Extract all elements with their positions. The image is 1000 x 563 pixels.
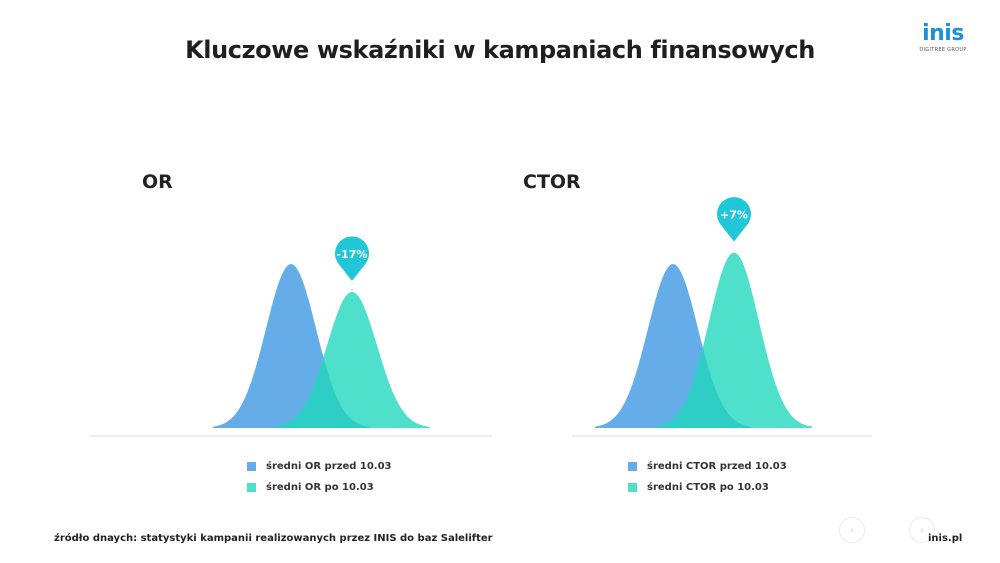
logo-text: inis [922, 21, 964, 46]
footer-link[interactable]: inis.pl [928, 533, 963, 544]
legend-swatch-after [628, 483, 637, 492]
legend-item-ctor-after: średni CTOR po 10.03 [628, 477, 787, 498]
legend-swatch-before [247, 462, 256, 471]
chart-or: -17% [90, 236, 492, 437]
change-badge: -17% [335, 236, 369, 281]
legend-item-or-after: średni OR po 10.03 [247, 477, 392, 498]
chart-ctor: +7% [572, 197, 872, 437]
next-slide-button[interactable]: › [909, 517, 935, 543]
change-badge-label: +7% [720, 209, 748, 222]
legend-ctor: średni CTOR przed 10.03 średni CTOR po 1… [628, 456, 787, 498]
prev-slide-button[interactable]: ‹ [839, 517, 865, 543]
legend-item-ctor-before: średni CTOR przed 10.03 [628, 456, 787, 477]
source-note: źródło dnaych: statystyki kampanii reali… [54, 533, 493, 544]
chevron-right-icon: › [919, 523, 925, 537]
legend-label: średni CTOR przed 10.03 [647, 461, 787, 472]
logo-subtext: DIGITREE GROUP [919, 47, 967, 53]
legend-label: średni CTOR po 10.03 [647, 482, 769, 493]
chart-title-or: OR [142, 171, 173, 193]
legend-swatch-after [247, 483, 256, 492]
legend-label: średni OR po 10.03 [266, 482, 374, 493]
chart-title-ctor: CTOR [523, 171, 581, 193]
legend-label: średni OR przed 10.03 [266, 461, 392, 472]
legend-swatch-before [628, 462, 637, 471]
change-badge-label: -17% [337, 248, 368, 261]
page-title: Kluczowe wskaźniki w kampaniach finansow… [185, 36, 815, 64]
inis-logo: inis DIGITREE GROUP [918, 22, 968, 56]
change-badge: +7% [717, 197, 751, 242]
legend-or: średni OR przed 10.03 średni OR po 10.03 [247, 456, 392, 498]
legend-item-or-before: średni OR przed 10.03 [247, 456, 392, 477]
chevron-left-icon: ‹ [849, 523, 855, 537]
